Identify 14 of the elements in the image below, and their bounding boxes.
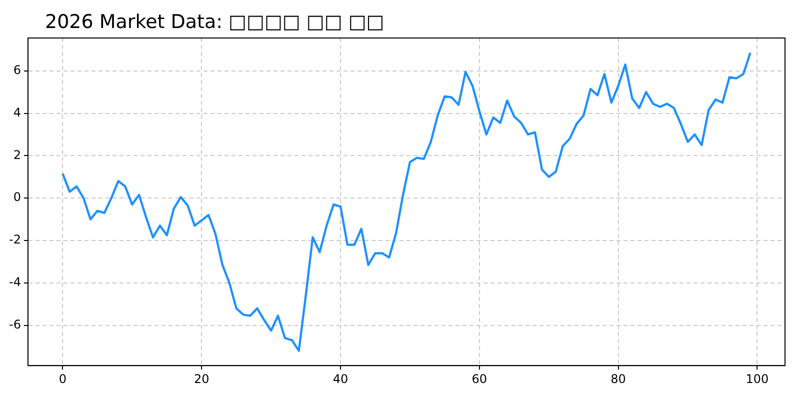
y-tick-label: -6	[8, 317, 21, 332]
x-tick-label: 0	[58, 372, 67, 386]
y-tick-label: 6	[13, 62, 21, 77]
y-tick-label: 4	[13, 105, 21, 120]
y-tick-label: -2	[8, 232, 21, 247]
y-tick-label: 2	[13, 148, 21, 162]
chart-title: 2026 Market Data: □□□□ □□ □□	[45, 11, 384, 33]
x-tick-label: 40	[332, 372, 348, 386]
x-tick-label: 20	[194, 372, 210, 386]
x-tick-label: 80	[610, 372, 626, 386]
y-tick-label: 0	[13, 190, 21, 204]
y-tick-label: -4	[8, 275, 21, 290]
x-tick-label: 100	[746, 372, 769, 386]
x-tick-label: 60	[472, 372, 488, 386]
